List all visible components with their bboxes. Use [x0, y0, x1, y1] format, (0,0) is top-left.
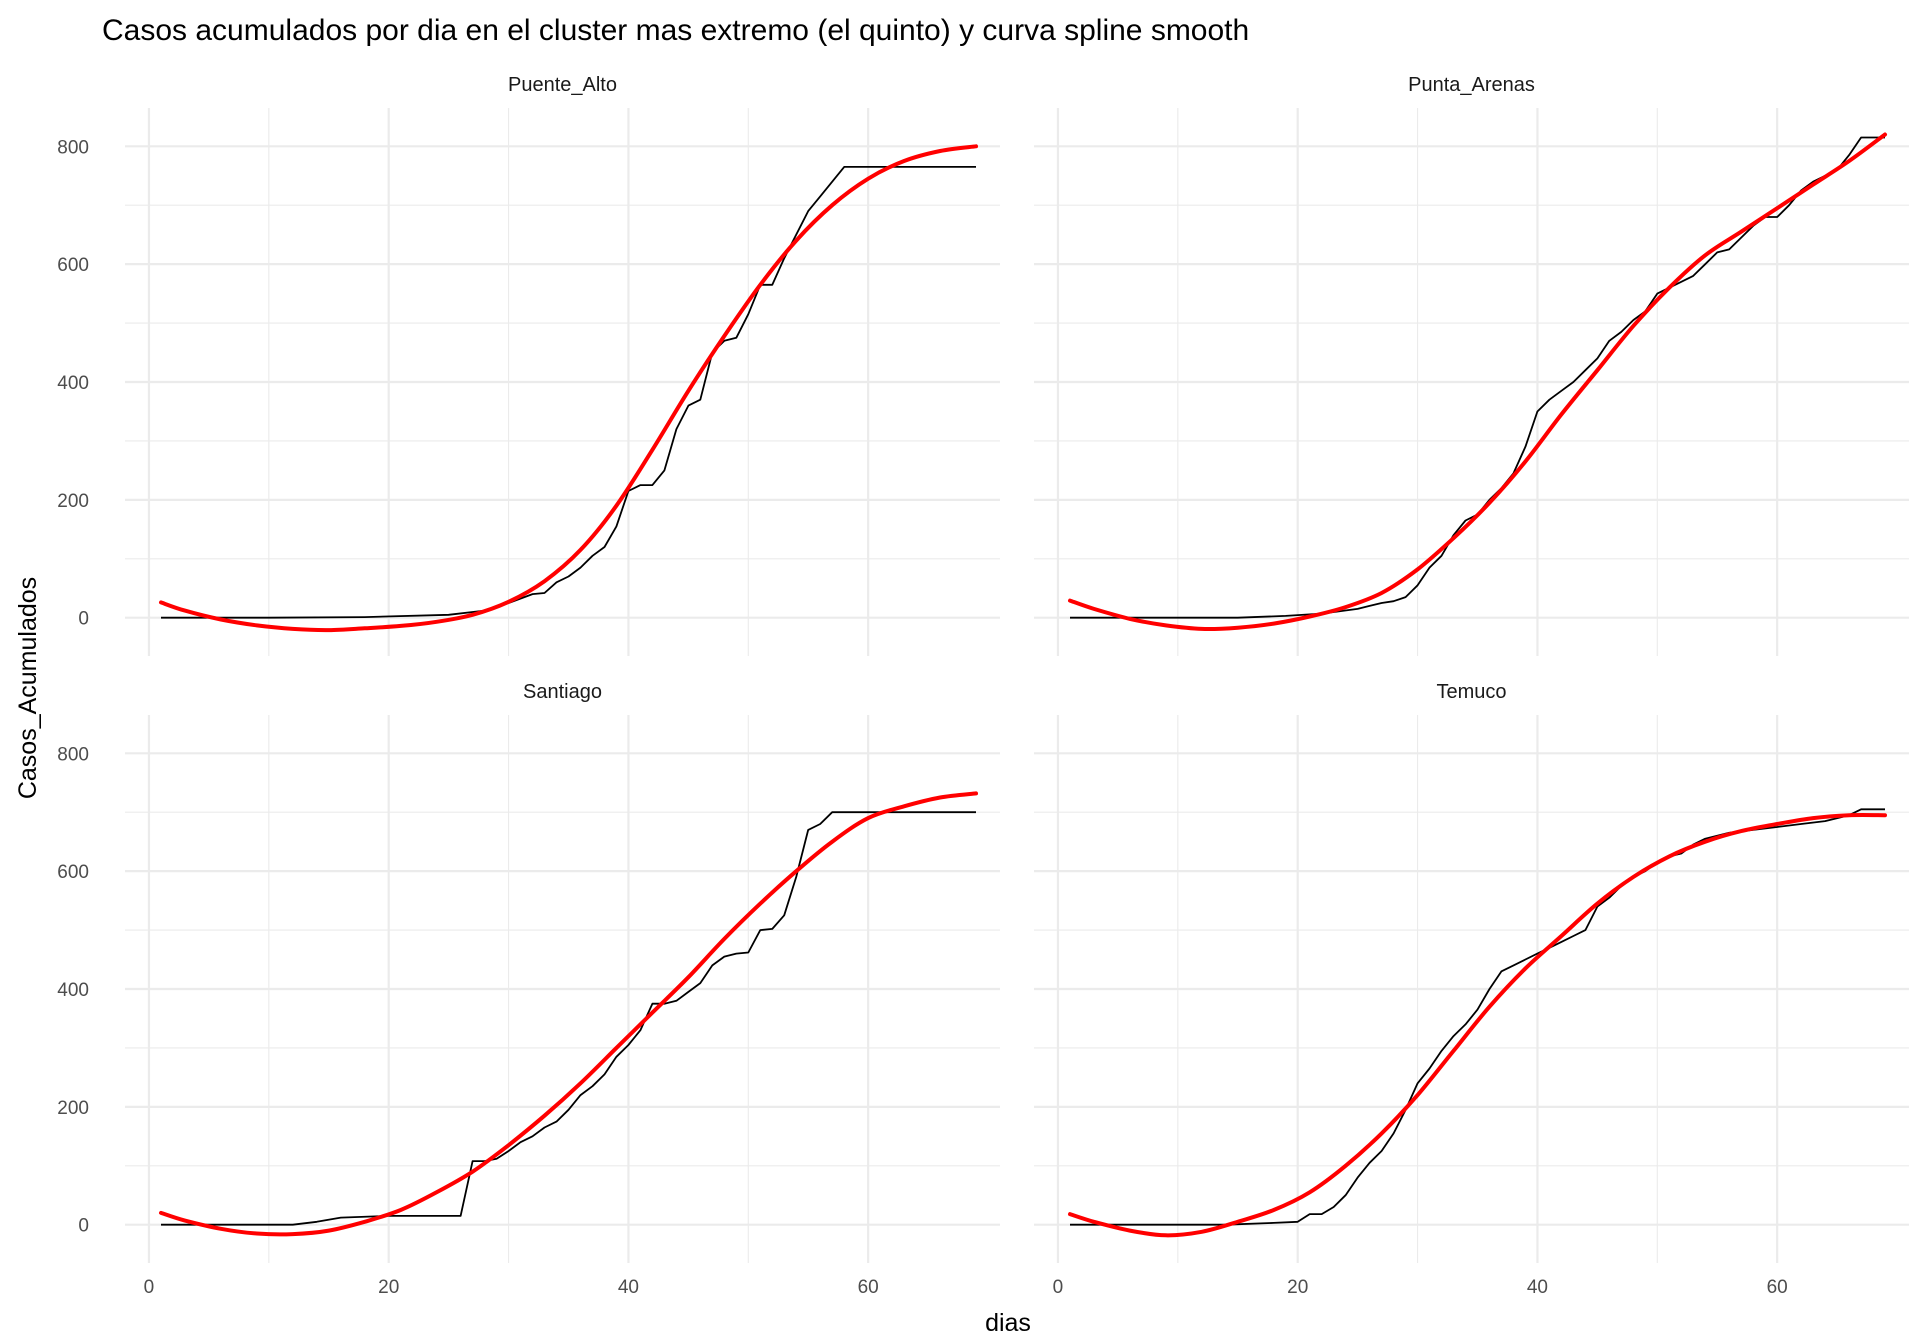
y-tick-label: 0	[78, 609, 89, 630]
facet-strip-label: Santiago	[523, 681, 602, 703]
x-tick-label: 20	[378, 1277, 399, 1298]
y-tick-label: 200	[57, 491, 89, 512]
x-axis-title: dias	[985, 1309, 1031, 1337]
series-smooth-line	[1068, 132, 1887, 632]
y-axis-title: Casos_Acumulados	[14, 577, 42, 799]
x-tick-label: 60	[858, 1277, 879, 1298]
facet-strip-label: Puente_Alto	[508, 74, 617, 96]
y-tick-label: 400	[57, 980, 89, 1001]
y-tick-label: 600	[57, 255, 89, 276]
y-tick-label: 200	[57, 1098, 89, 1119]
y-tick-label: 800	[57, 137, 89, 158]
series-observed-line	[161, 166, 976, 619]
facet-panel-temuco: Temuco 0 20 40 60	[1034, 681, 1909, 1298]
series-observed-line	[1070, 136, 1885, 619]
facet-panel-punta-arenas: Punta_Arenas	[1034, 74, 1909, 656]
facet-strip-label: Temuco	[1436, 681, 1506, 703]
x-tick-label: 60	[1767, 1277, 1788, 1298]
x-tick-label: 40	[618, 1277, 639, 1298]
facet-panels: Puente_Alto0200400600800Punta_ArenasSant…	[57, 74, 1909, 1298]
facet-strip-label: Punta_Arenas	[1408, 74, 1535, 96]
x-tick-label: 0	[144, 1277, 155, 1298]
x-tick-label: 40	[1527, 1277, 1548, 1298]
series-smooth-line	[159, 144, 978, 633]
facet-panel-puente-alto: Puente_Alto 0 200 400 600 800	[57, 74, 1000, 656]
series-smooth-line	[159, 791, 978, 1237]
x-tick-label: 20	[1287, 1277, 1308, 1298]
y-tick-label: 800	[57, 744, 89, 765]
y-tick-label: 0	[78, 1216, 89, 1237]
facet-panel-santiago: Santiago 0 200 400 600 800 0 20 40 60	[57, 681, 1000, 1298]
series-smooth-line	[1068, 812, 1887, 1238]
y-tick-label: 600	[57, 862, 89, 883]
x-tick-label: 0	[1053, 1277, 1064, 1298]
y-tick-label: 400	[57, 373, 89, 394]
series-observed-line	[161, 811, 976, 1226]
chart-title: Casos acumulados por dia en el cluster m…	[102, 14, 1249, 47]
